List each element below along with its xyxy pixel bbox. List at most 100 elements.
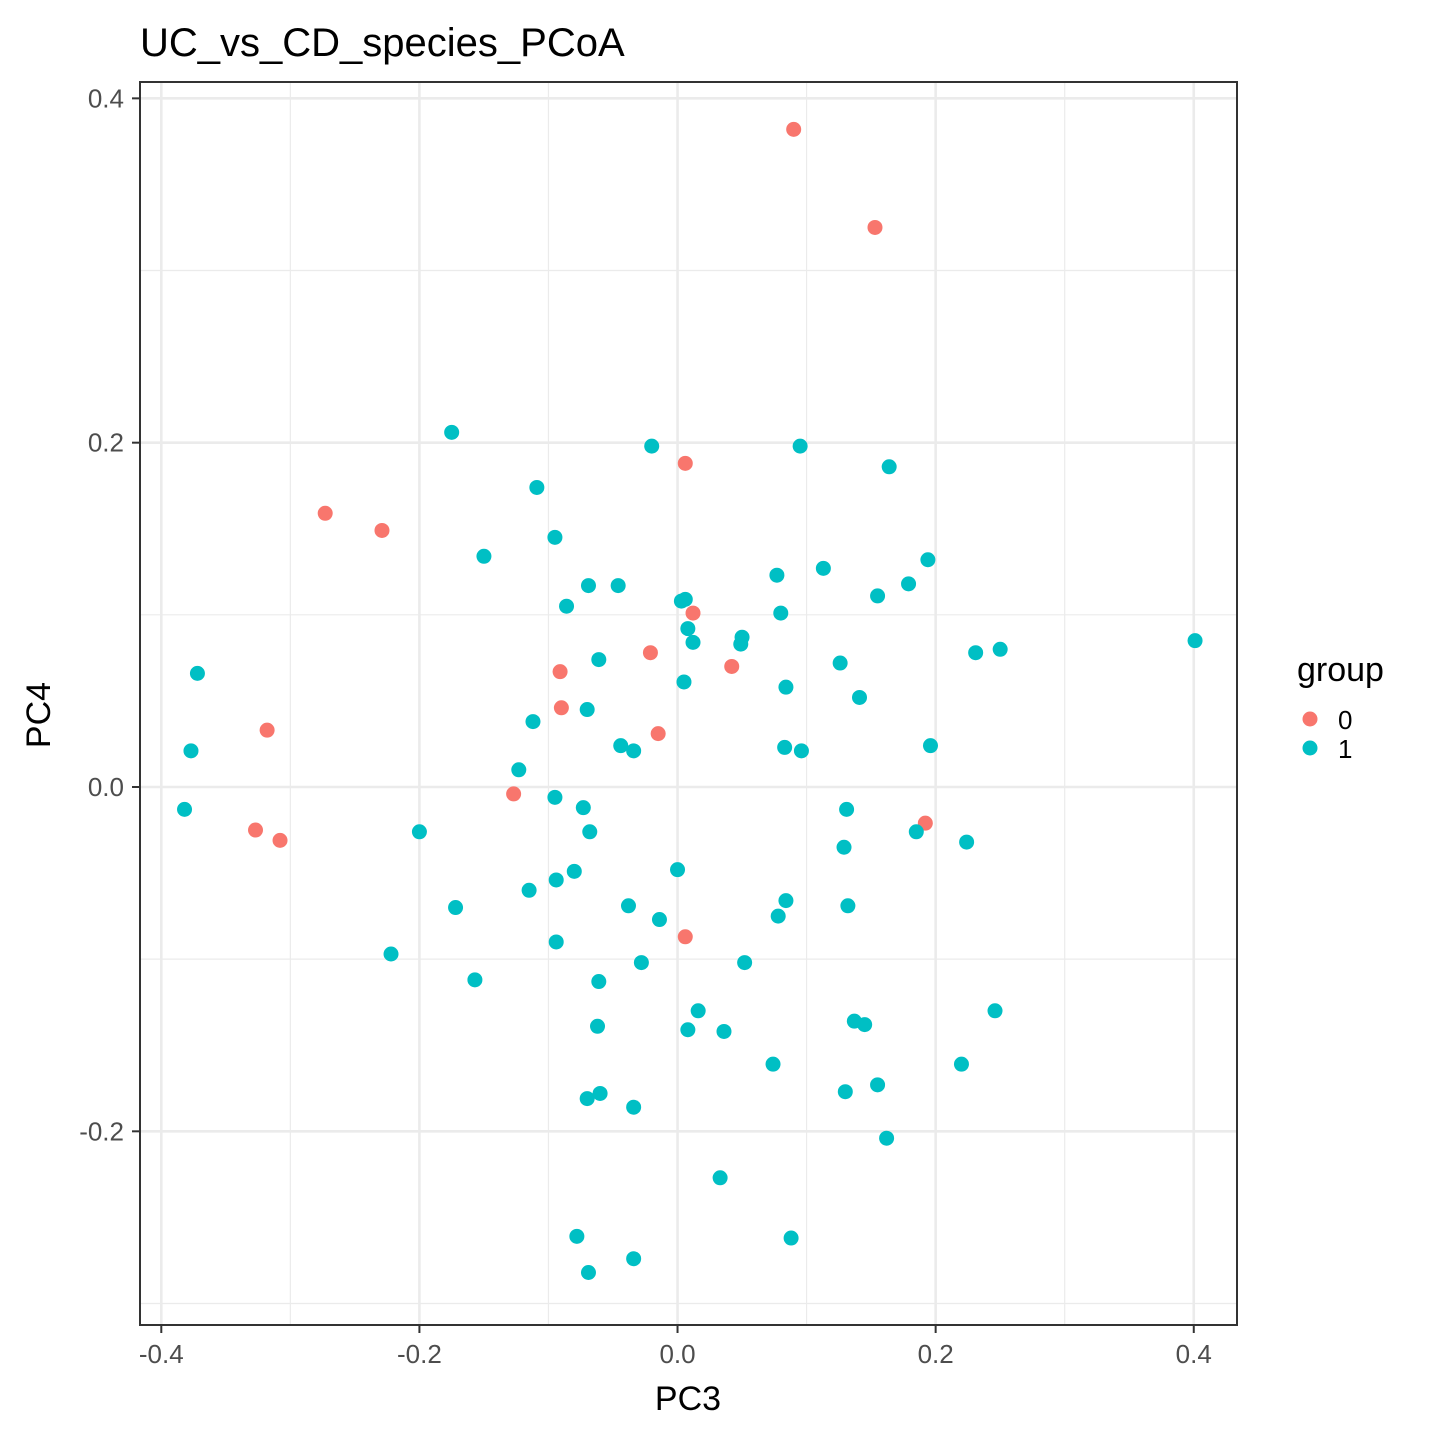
y-tick-label: -0.2 bbox=[79, 1116, 124, 1146]
data-point-group-1 bbox=[580, 1264, 596, 1280]
data-point-group-0 bbox=[677, 929, 693, 945]
data-point-group-1 bbox=[793, 743, 809, 759]
data-point-group-1 bbox=[769, 567, 785, 583]
data-point-group-1 bbox=[968, 645, 984, 661]
data-point-group-1 bbox=[992, 641, 1008, 657]
data-point-group-1 bbox=[908, 824, 924, 840]
data-point-group-1 bbox=[870, 1077, 886, 1093]
x-tick-label: -0.2 bbox=[397, 1339, 442, 1369]
legend-key-0 bbox=[1302, 711, 1318, 727]
data-point-group-1 bbox=[547, 789, 563, 805]
data-point-group-1 bbox=[580, 578, 596, 594]
x-axis-label: PC3 bbox=[655, 1380, 721, 1418]
chart-title: UC_vs_CD_species_PCoA bbox=[140, 21, 625, 65]
data-point-group-1 bbox=[832, 655, 848, 671]
data-point-group-0 bbox=[867, 219, 883, 235]
data-point-group-1 bbox=[901, 576, 917, 592]
legend-key-1 bbox=[1302, 740, 1318, 756]
data-point-group-1 bbox=[676, 674, 692, 690]
data-point-group-1 bbox=[644, 438, 660, 454]
data-point-group-0 bbox=[685, 605, 701, 621]
data-point-group-1 bbox=[183, 743, 199, 759]
legend-label: 1 bbox=[1338, 734, 1352, 764]
data-point-group-1 bbox=[815, 560, 831, 576]
legend-label: 0 bbox=[1338, 705, 1352, 735]
data-point-group-1 bbox=[547, 529, 563, 545]
data-point-group-1 bbox=[770, 908, 786, 924]
data-point-group-1 bbox=[525, 714, 541, 730]
data-point-group-0 bbox=[650, 726, 666, 742]
data-point-group-1 bbox=[529, 479, 545, 495]
data-point-group-1 bbox=[582, 824, 598, 840]
x-axis: -0.4 -0.2 0.0 0.2 0.4 bbox=[139, 1325, 1212, 1369]
data-point-group-1 bbox=[773, 605, 789, 621]
x-tick-label: 0.2 bbox=[918, 1339, 954, 1369]
y-axis: -0.2 0.0 0.2 0.4 bbox=[79, 83, 140, 1146]
data-point-group-1 bbox=[548, 872, 564, 888]
data-point-group-1 bbox=[737, 955, 753, 971]
data-point-group-1 bbox=[610, 578, 626, 594]
data-point-group-1 bbox=[733, 636, 749, 652]
plot-panel bbox=[140, 82, 1237, 1325]
data-point-group-1 bbox=[566, 863, 582, 879]
data-point-group-1 bbox=[626, 1099, 642, 1115]
data-point-group-0 bbox=[248, 822, 264, 838]
data-point-group-1 bbox=[548, 934, 564, 950]
data-point-group-0 bbox=[317, 505, 333, 521]
legend: group 01 bbox=[1297, 651, 1384, 764]
data-point-group-1 bbox=[448, 900, 464, 916]
data-point-group-1 bbox=[521, 882, 537, 898]
data-point-group-1 bbox=[670, 862, 686, 878]
data-point-group-1 bbox=[680, 621, 696, 637]
legend-items: 01 bbox=[1302, 705, 1352, 764]
data-point-group-0 bbox=[553, 700, 569, 716]
data-point-group-1 bbox=[685, 634, 701, 650]
data-point-group-1 bbox=[569, 1228, 585, 1244]
data-point-group-0 bbox=[259, 722, 275, 738]
data-point-group-1 bbox=[1187, 633, 1203, 649]
y-tick-label: 0.0 bbox=[88, 772, 124, 802]
y-tick-label: 0.2 bbox=[88, 428, 124, 458]
data-point-group-1 bbox=[590, 1018, 606, 1034]
data-point-group-1 bbox=[959, 834, 975, 850]
data-point-group-1 bbox=[511, 762, 527, 778]
data-point-group-1 bbox=[626, 1251, 642, 1267]
data-point-group-1 bbox=[444, 424, 460, 440]
data-point-group-1 bbox=[177, 801, 193, 817]
data-point-group-1 bbox=[383, 946, 399, 962]
data-point-group-1 bbox=[579, 702, 595, 718]
data-point-group-1 bbox=[783, 1230, 799, 1246]
data-point-group-0 bbox=[506, 786, 522, 802]
data-point-group-1 bbox=[881, 459, 897, 475]
data-point-group-1 bbox=[591, 652, 607, 668]
data-point-group-1 bbox=[778, 893, 794, 909]
data-point-group-0 bbox=[677, 455, 693, 471]
data-point-group-1 bbox=[467, 972, 483, 988]
y-tick-label: 0.4 bbox=[88, 83, 124, 113]
grid-major bbox=[140, 82, 1237, 1325]
data-point-group-1 bbox=[792, 438, 808, 454]
data-point-group-1 bbox=[559, 598, 575, 614]
data-point-group-1 bbox=[476, 548, 492, 564]
data-point-group-0 bbox=[552, 664, 568, 680]
grid-minor bbox=[140, 82, 1237, 1325]
data-point-group-1 bbox=[579, 1091, 595, 1107]
data-point-group-1 bbox=[712, 1170, 728, 1186]
data-point-group-1 bbox=[840, 898, 856, 914]
data-point-group-1 bbox=[920, 552, 936, 568]
data-point-group-1 bbox=[836, 839, 852, 855]
data-point-group-1 bbox=[690, 1003, 706, 1019]
data-point-group-1 bbox=[953, 1056, 969, 1072]
x-tick-label: 0.0 bbox=[659, 1339, 695, 1369]
data-point-group-1 bbox=[716, 1023, 732, 1039]
data-point-group-0 bbox=[374, 522, 390, 538]
data-point-group-1 bbox=[575, 800, 591, 816]
plot-panel-border bbox=[139, 81, 1238, 1326]
data-point-group-1 bbox=[922, 738, 938, 754]
data-point-group-1 bbox=[651, 912, 667, 928]
data-point-group-1 bbox=[613, 738, 629, 754]
data-point-group-1 bbox=[777, 739, 793, 755]
data-points bbox=[177, 121, 1203, 1280]
data-point-group-0 bbox=[786, 121, 802, 137]
